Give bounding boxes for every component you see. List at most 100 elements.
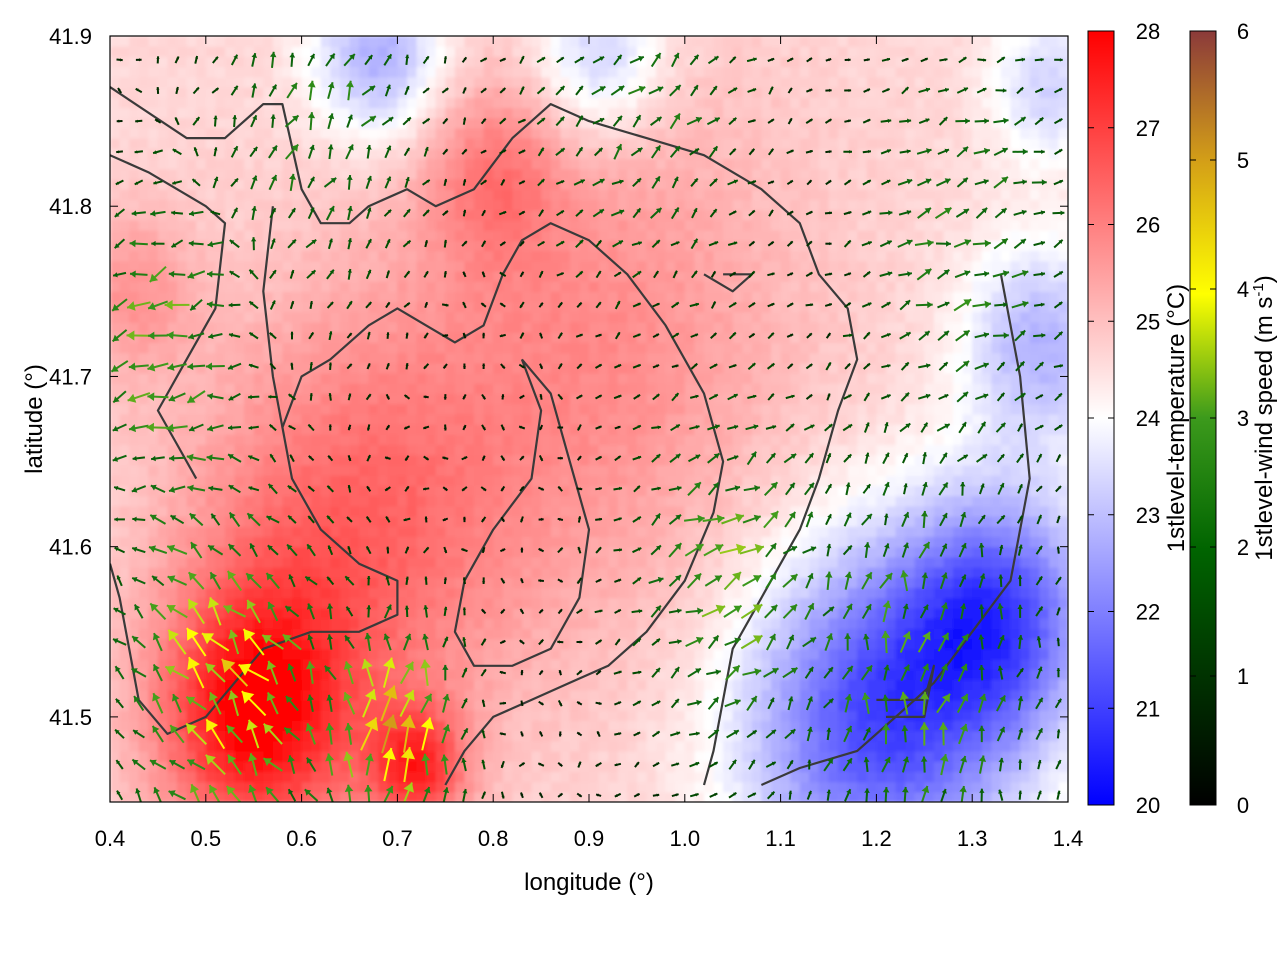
heat-cell <box>282 311 293 323</box>
heat-cell <box>502 56 513 68</box>
heat-cell <box>225 56 236 68</box>
heat-cell <box>292 209 303 221</box>
heat-cell <box>205 46 216 57</box>
heat-cell <box>292 281 303 292</box>
heat-cell <box>627 179 638 190</box>
heat-cell <box>732 771 743 783</box>
heat-cell <box>387 342 398 354</box>
heat-cell <box>387 495 398 507</box>
heat-cell <box>464 240 475 252</box>
heat-cell <box>110 465 121 476</box>
heat-cell <box>157 740 169 752</box>
heat-cell <box>589 750 600 762</box>
heat-cell <box>330 179 341 190</box>
heat-cell <box>426 495 437 507</box>
heat-cell <box>474 138 485 149</box>
heat-cell <box>493 56 504 68</box>
heat-cell <box>713 352 724 364</box>
heat-cell <box>541 301 552 313</box>
heat-cell <box>368 270 379 282</box>
heat-cell <box>636 546 648 558</box>
heat-cell <box>330 311 341 323</box>
heat-cell <box>330 209 341 221</box>
heat-cell <box>732 567 743 578</box>
heat-cell <box>541 189 552 200</box>
heat-cell <box>349 199 360 211</box>
heat-cell <box>732 607 743 619</box>
heat-cell <box>579 362 590 374</box>
heat-cell <box>311 546 322 558</box>
heat-cell <box>435 403 446 415</box>
heat-cell <box>560 281 571 292</box>
heat-cell <box>225 342 236 354</box>
heat-cell <box>454 781 466 793</box>
heat-cell <box>119 689 130 701</box>
heat-cell <box>378 781 389 793</box>
heat-cell <box>512 291 523 303</box>
heat-cell <box>684 771 695 783</box>
heat-cell <box>512 56 523 68</box>
heat-cell <box>445 373 456 384</box>
heat-cell <box>138 127 149 139</box>
heat-cell <box>253 587 264 599</box>
heat-cell <box>138 36 149 47</box>
heat-cell <box>531 465 542 476</box>
heat-cell <box>723 250 734 262</box>
heat-cell <box>148 240 159 252</box>
heat-cell <box>177 638 188 650</box>
heat-cell <box>320 689 331 701</box>
heat-cell <box>215 270 226 282</box>
heat-cell <box>359 179 370 190</box>
heat-cell <box>694 352 705 364</box>
heat-cell <box>359 424 370 435</box>
heat-cell <box>569 127 580 139</box>
heat-cell <box>464 628 475 640</box>
heat-cell <box>186 97 197 109</box>
heat-cell <box>627 97 638 109</box>
heat-cell <box>435 628 446 640</box>
heat-cell <box>483 56 494 68</box>
heat-cell <box>292 250 303 262</box>
heat-cell <box>263 750 274 762</box>
heat-cell <box>474 342 485 354</box>
heat-cell <box>550 465 561 476</box>
heat-cell <box>426 485 437 497</box>
heat-cell <box>339 781 351 793</box>
heat-cell <box>742 720 753 732</box>
heat-cell <box>110 516 121 527</box>
heat-cell <box>454 475 466 486</box>
heat-cell <box>186 189 197 200</box>
heat-cell <box>244 536 255 548</box>
heat-cell <box>713 628 724 640</box>
heat-cell <box>215 352 226 364</box>
heat-cell <box>138 260 149 272</box>
heat-cell <box>704 332 715 343</box>
heat-cell <box>617 699 628 711</box>
heat-cell <box>320 597 331 609</box>
heat-cell <box>119 475 130 486</box>
heat-cell <box>569 771 580 783</box>
heat-cell <box>292 628 303 640</box>
heat-cell <box>560 291 571 303</box>
heat-cell <box>110 148 121 160</box>
heat-cell <box>368 260 379 272</box>
heat-cell <box>416 740 427 752</box>
heat-cell <box>493 189 504 200</box>
heat-cell <box>253 720 264 732</box>
heat-cell <box>416 413 427 425</box>
heat-cell <box>215 720 226 732</box>
heat-cell <box>311 373 322 384</box>
heat-cell <box>531 332 542 343</box>
heat-cell <box>694 434 705 446</box>
heat-cell <box>225 352 236 364</box>
heat-cell <box>225 536 236 548</box>
heat-cell <box>234 669 245 680</box>
heat-cell <box>119 536 130 548</box>
heat-cell <box>148 495 159 507</box>
heat-cell <box>215 189 226 200</box>
heat-cell <box>445 505 456 517</box>
heat-cell <box>435 761 446 772</box>
heat-cell <box>656 66 667 78</box>
heat-cell <box>416 362 427 374</box>
heat-cell <box>186 607 197 619</box>
